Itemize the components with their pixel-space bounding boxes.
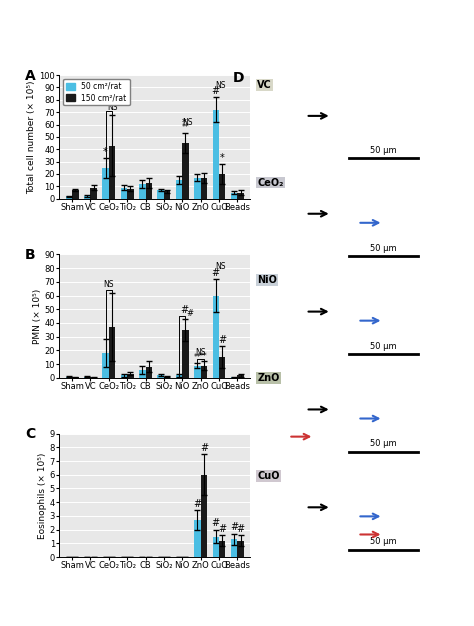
Bar — [91, 188, 97, 198]
Bar — [201, 178, 207, 198]
Bar — [72, 190, 79, 198]
Bar — [102, 168, 109, 198]
Text: 50 µm: 50 µm — [370, 244, 397, 253]
Text: #: # — [212, 86, 220, 96]
Bar — [194, 520, 201, 557]
Text: 50 µm: 50 µm — [370, 537, 397, 546]
Text: #: # — [212, 518, 220, 528]
Bar — [212, 295, 219, 378]
Legend: 50 cm²/rat, 150 cm²/rat: 50 cm²/rat, 150 cm²/rat — [63, 79, 130, 105]
Bar — [66, 377, 72, 378]
Bar — [194, 178, 201, 198]
Bar — [212, 536, 219, 557]
Bar — [157, 375, 164, 378]
Bar — [182, 143, 189, 198]
Bar — [109, 146, 115, 198]
Text: ZnO: ZnO — [257, 373, 280, 383]
Y-axis label: Total cell number (× 10⁵): Total cell number (× 10⁵) — [27, 80, 36, 193]
Bar — [72, 377, 79, 378]
Text: NiO: NiO — [257, 275, 277, 285]
Bar — [157, 190, 164, 198]
Text: C: C — [25, 428, 35, 441]
Text: #: # — [218, 335, 226, 345]
Bar — [139, 370, 146, 378]
Bar — [164, 192, 170, 198]
Text: CuO: CuO — [257, 471, 280, 481]
Text: NS: NS — [104, 280, 114, 289]
Bar — [146, 183, 152, 198]
Text: #: # — [212, 268, 220, 278]
Text: #: # — [237, 524, 245, 534]
Text: NS: NS — [182, 118, 193, 127]
Bar — [194, 366, 201, 378]
Y-axis label: Eosinophils (× 10⁵): Eosinophils (× 10⁵) — [38, 452, 47, 538]
Bar — [66, 196, 72, 198]
Bar — [176, 375, 182, 378]
Text: *: * — [103, 146, 108, 156]
Text: **: ** — [182, 123, 189, 132]
Text: 50 µm: 50 µm — [370, 146, 397, 155]
Bar — [219, 357, 226, 378]
Text: CeO₂: CeO₂ — [257, 178, 283, 188]
Bar — [231, 377, 237, 378]
Bar — [212, 110, 219, 198]
Bar — [127, 189, 134, 198]
Bar — [201, 366, 207, 378]
Text: NS: NS — [195, 348, 206, 357]
Bar — [219, 541, 226, 557]
Bar — [127, 374, 134, 378]
Bar — [231, 539, 237, 557]
Bar — [121, 188, 127, 198]
Bar — [176, 180, 182, 198]
Bar — [237, 541, 244, 557]
Text: **: ** — [193, 354, 201, 362]
Text: #: # — [200, 443, 208, 453]
Text: 50 µm: 50 µm — [370, 342, 397, 351]
Y-axis label: PMN (× 10⁵): PMN (× 10⁵) — [33, 289, 42, 344]
Text: #: # — [218, 524, 226, 534]
Text: *: * — [182, 118, 187, 128]
Text: #: # — [180, 305, 188, 315]
Bar — [231, 193, 237, 198]
Text: #: # — [193, 499, 201, 509]
Bar — [201, 475, 207, 557]
Bar — [219, 174, 226, 198]
Text: NS: NS — [107, 103, 117, 112]
Bar — [146, 367, 152, 378]
Bar — [102, 353, 109, 378]
Text: NS: NS — [216, 262, 226, 271]
Text: B: B — [25, 248, 36, 262]
Text: A: A — [25, 69, 36, 83]
Bar — [164, 377, 170, 378]
Bar — [139, 184, 146, 198]
Text: #: # — [186, 309, 193, 318]
Bar — [237, 193, 244, 198]
Text: VC: VC — [257, 80, 272, 90]
Text: 50 µm: 50 µm — [370, 439, 397, 448]
Text: NS: NS — [216, 81, 226, 90]
Text: *: * — [220, 153, 225, 163]
Text: #: # — [230, 523, 238, 533]
Bar — [91, 377, 97, 378]
Bar — [84, 196, 91, 198]
Text: **: ** — [200, 352, 208, 361]
Text: D: D — [233, 71, 245, 85]
Bar — [109, 327, 115, 378]
Bar — [121, 375, 127, 378]
Bar — [182, 330, 189, 378]
Bar — [84, 377, 91, 378]
Bar — [237, 375, 244, 378]
